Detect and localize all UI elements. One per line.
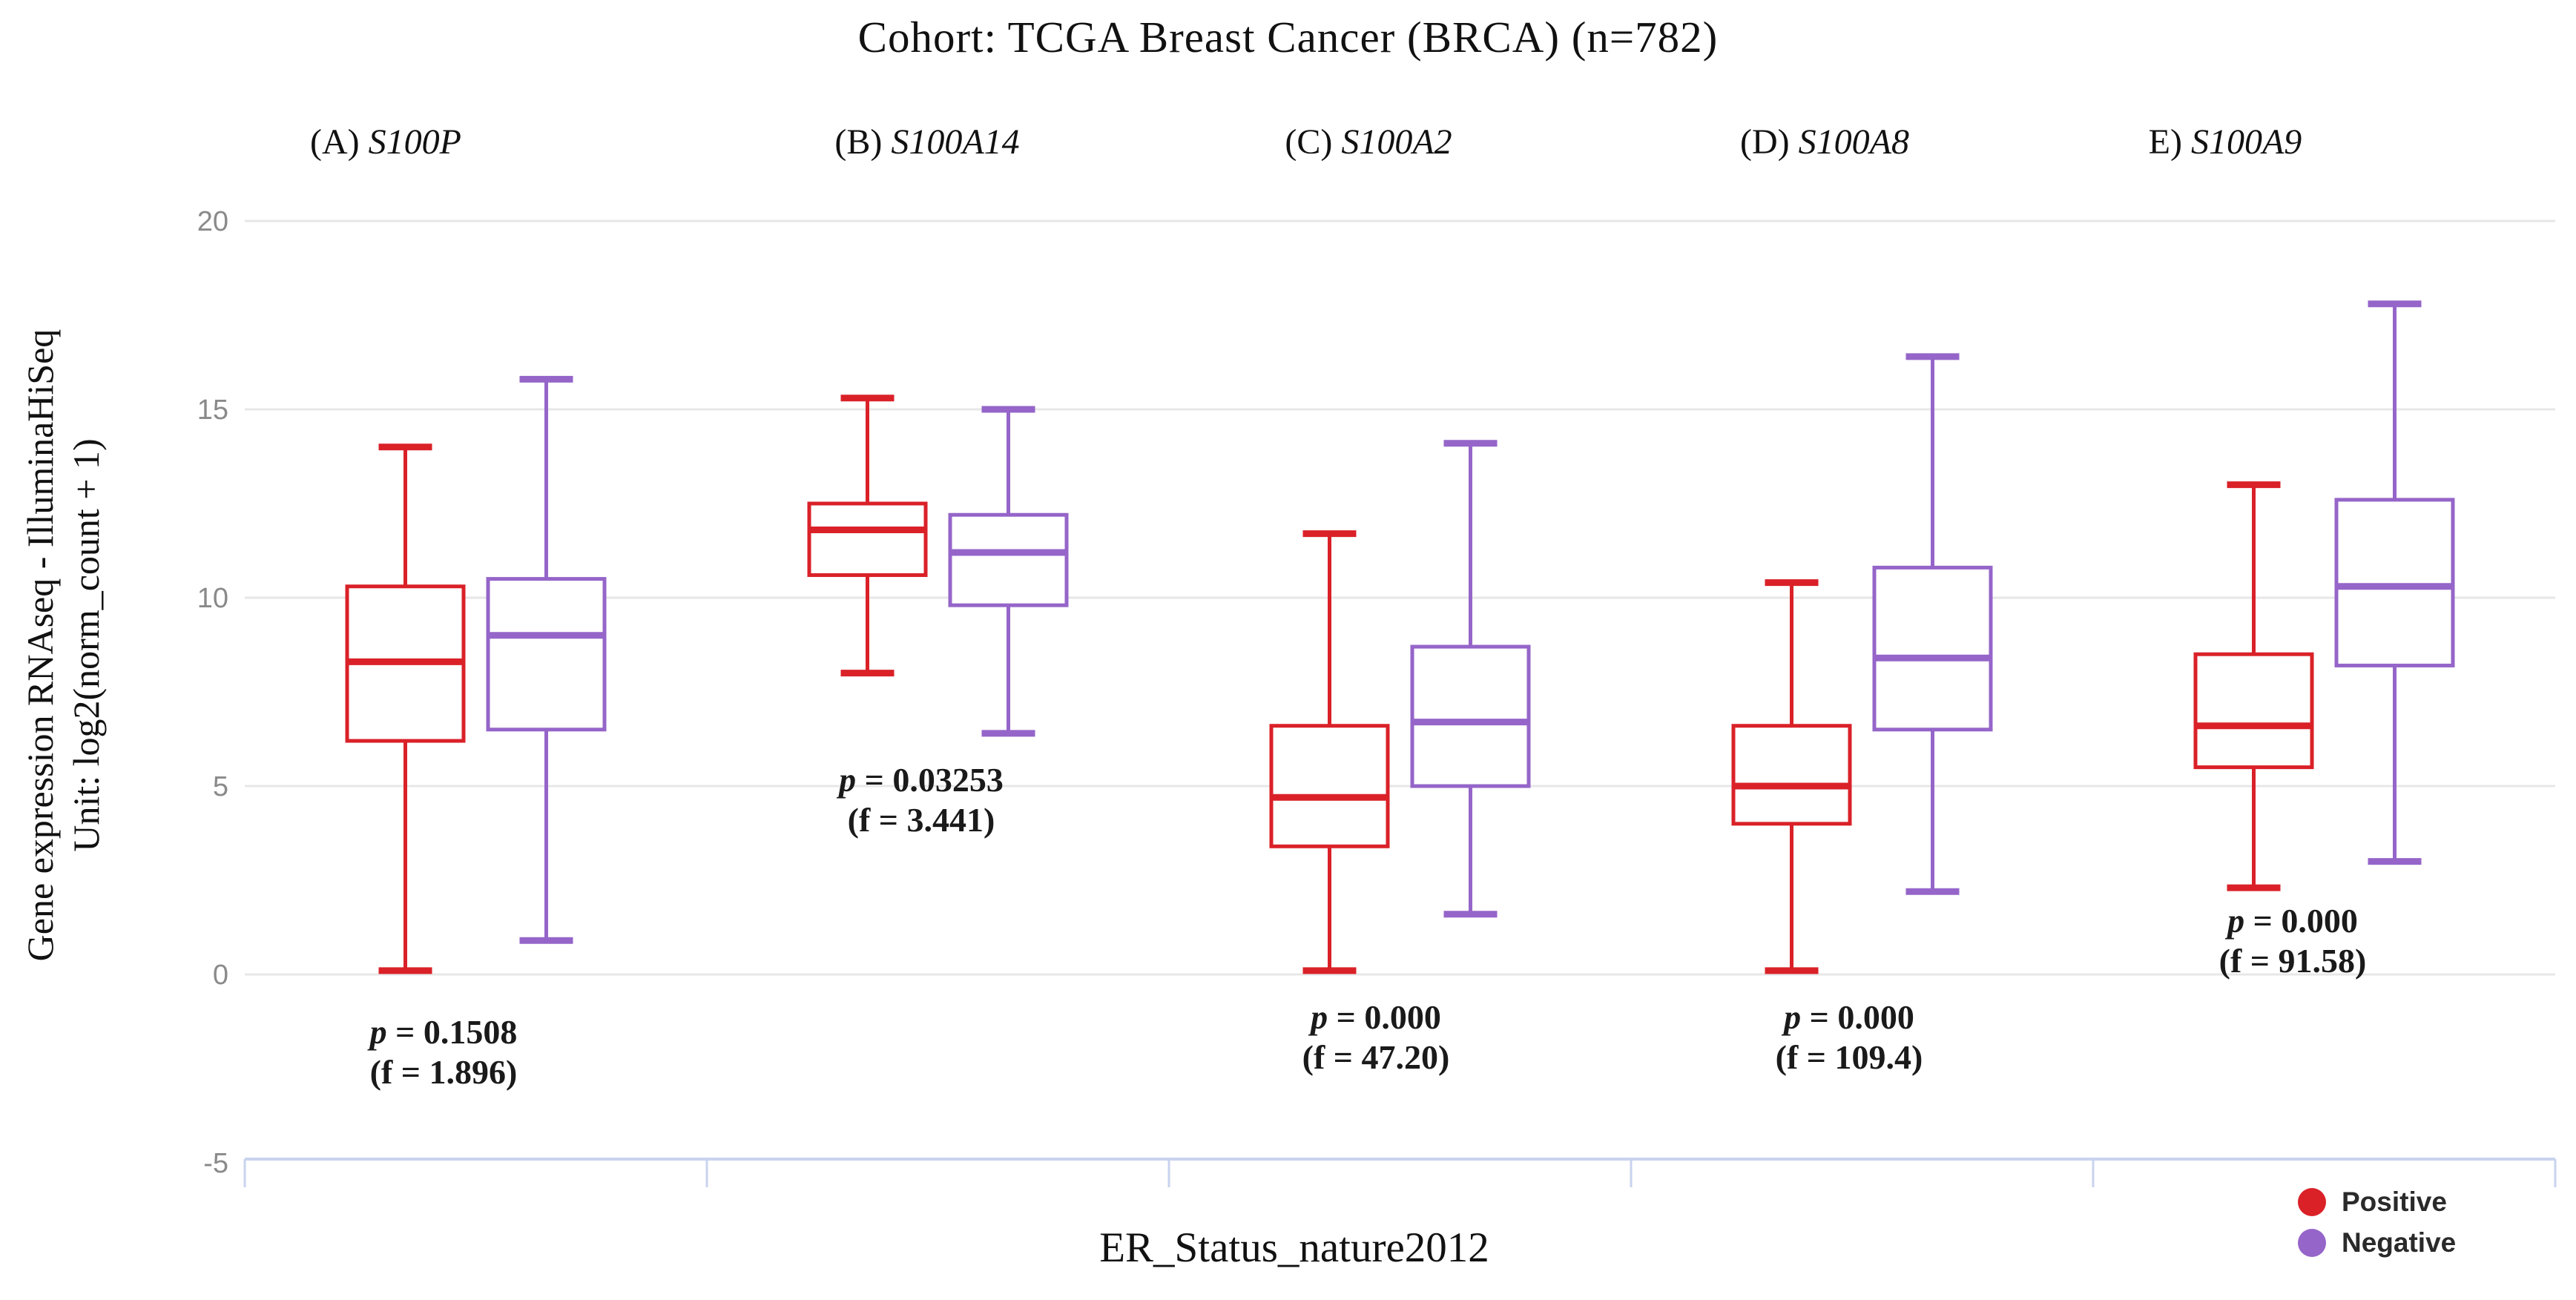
box-S100A9-positive: [2193, 652, 2314, 770]
box-S100A14-negative: [948, 512, 1069, 607]
f-value-S100A8: (f = 109.4): [1776, 1038, 1923, 1076]
y-tick-label--5: -5: [203, 1148, 228, 1179]
positive-color-dot-icon: [2298, 1188, 2326, 1216]
p-value-S100P: p = 0.1508: [367, 1013, 518, 1051]
p-value-S100A2: p = 0.000: [1308, 998, 1441, 1036]
negative-color-dot-icon: [2298, 1229, 2326, 1257]
y-tick-label-20: 20: [197, 206, 228, 237]
box-S100P-negative: [486, 577, 607, 732]
x-axis-title: ER_Status_nature2012: [1099, 1224, 1489, 1271]
box-S100A14-positive: [807, 501, 928, 578]
legend-item-negative: Negative: [2298, 1227, 2456, 1258]
panel-header-S100A14: (B) S100A14: [834, 122, 1019, 162]
box-S100A2-negative: [1410, 644, 1531, 788]
p-value-S100A9: p = 0.000: [2224, 902, 2358, 940]
legend-label-negative: Negative: [2342, 1227, 2457, 1258]
f-value-S100A9: (f = 91.58): [2219, 942, 2367, 980]
p-value-S100A14: p = 0.03253: [836, 761, 1004, 799]
chart-title: Cohort: TCGA Breast Cancer (BRCA) (n=782…: [857, 13, 1719, 62]
panel-header-S100A8: (D) S100A8: [1740, 122, 1909, 162]
p-value-S100A8: p = 0.000: [1781, 998, 1914, 1036]
y-tick-label-0: 0: [213, 960, 228, 991]
panel-header-S100A2: (C) S100A2: [1285, 122, 1452, 162]
box-S100A8-negative: [1872, 565, 1993, 732]
y-tick-label-10: 10: [197, 583, 228, 614]
y-tick-label-5: 5: [213, 771, 228, 802]
panel-header-S100A9: E) S100A9: [2149, 122, 2302, 162]
box-S100A2-positive: [1269, 724, 1390, 848]
box-S100A9-negative: [2334, 498, 2455, 667]
legend: Positive Negative: [2298, 1187, 2456, 1258]
legend-label-positive: Positive: [2342, 1187, 2447, 1217]
y-tick-label-15: 15: [197, 395, 228, 426]
f-value-S100P: (f = 1.896): [370, 1053, 518, 1091]
f-value-S100A14: (f = 3.441): [848, 801, 995, 839]
legend-item-positive: Positive: [2298, 1187, 2456, 1218]
f-value-S100A2: (f = 47.20): [1302, 1038, 1450, 1076]
panel-header-S100P: (A) S100P: [310, 122, 461, 162]
box-S100A8-positive: [1731, 724, 1852, 826]
